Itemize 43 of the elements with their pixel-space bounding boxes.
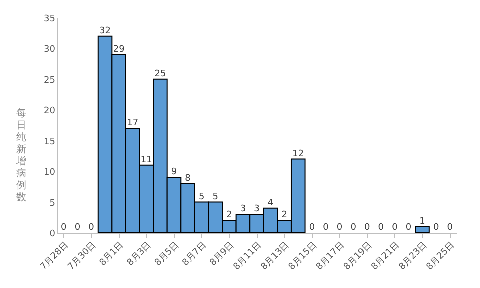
data-label: 0 <box>336 223 343 233</box>
y-tick-label: 10 <box>44 168 56 178</box>
data-label: 11 <box>140 155 152 166</box>
data-label: 3 <box>254 204 260 215</box>
data-label: 0 <box>350 223 357 233</box>
data-label: 0 <box>392 223 398 233</box>
bar <box>415 226 430 234</box>
y-tick-label: 5 <box>50 198 56 209</box>
data-label: 0 <box>378 223 384 233</box>
data-label: 2 <box>226 210 232 221</box>
data-label: 1 <box>420 216 426 227</box>
data-label: 12 <box>292 149 304 160</box>
x-tick-label: 8月7日 <box>181 240 209 268</box>
x-tick-label: 8月3日 <box>126 240 154 268</box>
data-label: 0 <box>309 223 316 233</box>
x-tick-label: 8月5日 <box>153 240 182 268</box>
data-label: 17 <box>127 118 139 129</box>
y-axis-title: 每日纯新增病例数 <box>16 108 26 204</box>
data-label: 2 <box>282 210 288 221</box>
data-label: 5 <box>198 192 205 202</box>
data-label: 3 <box>240 204 246 215</box>
data-label: 0 <box>88 223 95 233</box>
data-label: 0 <box>61 223 68 233</box>
data-label: 9 <box>171 168 178 178</box>
y-tick-label: 20 <box>44 106 56 117</box>
data-label: 25 <box>154 69 166 80</box>
x-tick-label: 8月1日 <box>98 240 126 268</box>
data-label: 0 <box>323 223 330 233</box>
data-label: 5 <box>212 192 218 202</box>
data-label: 8 <box>185 174 192 184</box>
data-label: 0 <box>364 223 370 233</box>
data-label: 0 <box>74 223 81 233</box>
data-label: 29 <box>113 44 126 55</box>
data-label: 0 <box>406 223 412 233</box>
y-tick-label: 35 <box>44 14 56 24</box>
y-tick-label: 15 <box>44 137 56 148</box>
data-label: 0 <box>447 223 454 233</box>
y-tick-label: 0 <box>50 230 56 240</box>
data-label: 4 <box>268 198 274 208</box>
y-tick-label: 30 <box>44 45 56 56</box>
y-tick-label: 25 <box>44 76 56 86</box>
data-label: 32 <box>100 26 111 36</box>
data-label: 0 <box>433 223 440 233</box>
